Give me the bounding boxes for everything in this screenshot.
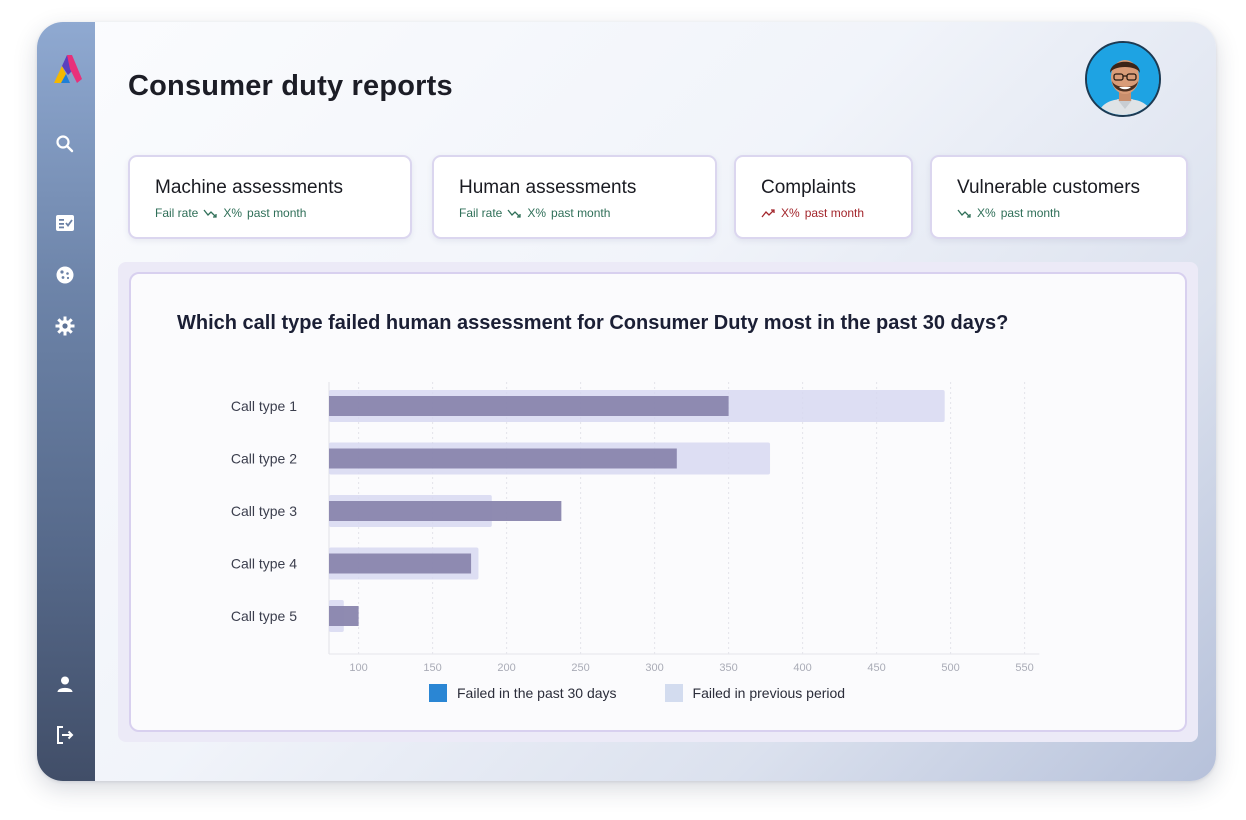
category-label: Call type 5	[231, 608, 297, 624]
card-title: Vulnerable customers	[957, 177, 1141, 198]
category-label: Call type 2	[231, 451, 297, 467]
chart-legend: Failed in the past 30 days Failed in pre…	[429, 684, 845, 702]
metric-value: X%	[527, 206, 547, 220]
trend-down-icon	[957, 209, 971, 218]
gear-icon[interactable]	[54, 315, 76, 337]
user-icon[interactable]	[54, 673, 76, 695]
chart-panel: Which call type failed human assessment …	[129, 272, 1187, 732]
x-tick-label: 150	[423, 662, 441, 674]
chart-title: Which call type failed human assessment …	[177, 312, 1009, 334]
avatar[interactable]	[1085, 41, 1161, 117]
x-tick-label: 450	[867, 662, 885, 674]
metric-prefix: Fail rate	[155, 206, 199, 220]
search-icon[interactable]	[54, 133, 76, 155]
card-metric: X% past month	[761, 206, 864, 220]
cookie-icon[interactable]	[54, 264, 76, 286]
category-label: Call type 1	[231, 398, 297, 414]
card-metric: Fail rate X% past month	[459, 206, 610, 220]
logout-icon[interactable]	[54, 724, 76, 746]
metric-suffix: past month	[247, 206, 307, 220]
legend-label-previous: Failed in previous period	[692, 685, 846, 701]
bar-chart: 100 150 200 250 300 350 400 450 500 550 Call type …	[231, 382, 1040, 674]
trend-up-icon	[761, 208, 775, 217]
trend-down-icon	[203, 209, 218, 218]
metric-value: X%	[781, 206, 800, 220]
app-window: Consumer duty reports Machine assessment…	[37, 22, 1216, 781]
card-complaints[interactable]: Complaints X% past month	[734, 155, 913, 239]
metric-value: X%	[223, 206, 243, 220]
x-tick-label: 100	[349, 662, 367, 674]
x-tick-label: 550	[1015, 662, 1033, 674]
trend-down-icon	[507, 209, 522, 218]
card-title: Complaints	[761, 177, 857, 198]
x-tick-label: 200	[497, 662, 515, 674]
legend-label-current: Failed in the past 30 days	[457, 685, 617, 701]
x-tick-label: 500	[941, 662, 959, 674]
metric-suffix: past month	[1000, 206, 1061, 220]
metric-suffix: past month	[804, 206, 865, 220]
bar-current	[329, 501, 562, 521]
sidebar	[37, 22, 95, 781]
bar-current	[329, 448, 677, 469]
bar-current	[329, 606, 359, 626]
page-title: Consumer duty reports	[128, 70, 453, 102]
metric-prefix: Fail rate	[459, 206, 503, 220]
legend-item-current[interactable]: Failed in the past 30 days	[429, 684, 617, 702]
card-metric: Fail rate X% past month	[155, 206, 306, 220]
checklist-icon[interactable]	[54, 212, 76, 234]
x-tick-label: 350	[719, 662, 737, 674]
x-tick-label: 250	[571, 662, 589, 674]
card-human-assessments[interactable]: Human assessments Fail rate X% past mont…	[432, 155, 717, 239]
card-title: Machine assessments	[155, 177, 343, 198]
card-machine-assessments[interactable]: Machine assessments Fail rate X% past mo…	[128, 155, 412, 239]
chart-container: Which call type failed human assessment …	[118, 262, 1198, 742]
logo-icon[interactable]	[50, 52, 84, 86]
metric-suffix: past month	[551, 206, 611, 220]
x-tick-label: 400	[793, 662, 811, 674]
category-label: Call type 4	[231, 556, 297, 572]
metric-value: X%	[977, 206, 996, 220]
bar-current	[329, 396, 729, 416]
card-vulnerable-customers[interactable]: Vulnerable customers X% past month	[930, 155, 1188, 239]
category-label: Call type 3	[231, 503, 297, 519]
x-tick-label: 300	[645, 662, 663, 674]
card-title: Human assessments	[459, 177, 637, 198]
legend-swatch-previous	[664, 684, 683, 702]
card-metric: X% past month	[957, 206, 1060, 220]
bar-current	[329, 553, 472, 574]
legend-item-previous[interactable]: Failed in previous period	[664, 684, 846, 702]
legend-swatch-current	[429, 684, 447, 702]
